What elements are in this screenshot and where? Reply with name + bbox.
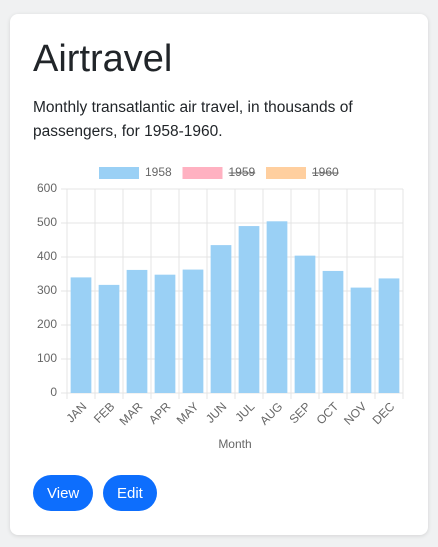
legend-label: 1960: [312, 165, 339, 179]
bar: [70, 277, 92, 393]
bar: [238, 226, 260, 393]
legend-swatch: [182, 167, 223, 179]
x-tick-label: JUL: [232, 399, 257, 424]
legend-swatch: [266, 167, 306, 179]
card: Airtravel Monthly transatlantic air trav…: [10, 14, 428, 535]
x-tick-label: AUG: [257, 399, 285, 427]
x-axis-title: Month: [218, 437, 251, 451]
card-title: Airtravel: [33, 38, 173, 80]
bar: [210, 245, 232, 393]
legend-swatch: [99, 167, 139, 179]
x-tick-label: MAR: [117, 399, 146, 428]
y-tick-label: 500: [37, 215, 57, 229]
x-tick-label: JAN: [63, 399, 89, 425]
y-tick-label: 300: [37, 283, 57, 297]
x-tick-label: MAY: [174, 399, 202, 427]
bar: [266, 221, 288, 393]
bar: [126, 269, 148, 393]
bar: [322, 270, 344, 393]
y-tick-label: 400: [37, 249, 57, 263]
y-tick-label: 200: [37, 317, 57, 331]
view-button[interactable]: View: [33, 475, 94, 511]
x-tick-label: DEC: [370, 399, 398, 427]
bar: [294, 255, 316, 393]
x-tick-label: FEB: [91, 399, 117, 425]
legend-label: 1958: [145, 165, 172, 179]
x-tick-label: OCT: [314, 399, 342, 427]
x-tick-label: JUN: [203, 399, 229, 425]
bar: [98, 284, 120, 393]
edit-button[interactable]: Edit: [103, 475, 157, 511]
y-tick-label: 0: [50, 385, 57, 399]
x-tick-label: APR: [146, 399, 174, 427]
y-tick-label: 100: [37, 351, 57, 365]
legend-label: 1959: [229, 165, 256, 179]
x-tick-label: NOV: [341, 399, 369, 427]
x-tick-label: SEP: [286, 399, 313, 426]
bar: [154, 274, 176, 393]
y-tick-label: 600: [37, 181, 57, 195]
bar: [378, 278, 400, 393]
bar: [182, 269, 204, 393]
card-description: Monthly transatlantic air travel, in tho…: [33, 99, 353, 140]
bar: [350, 287, 372, 393]
